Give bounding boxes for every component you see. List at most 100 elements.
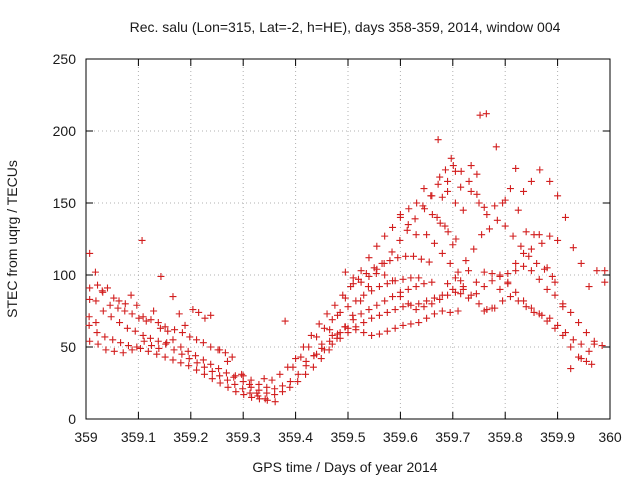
data-point [590, 340, 598, 348]
data-point [326, 326, 334, 334]
data-point [405, 205, 413, 213]
data-point [139, 313, 147, 321]
data-point [381, 232, 389, 240]
data-point [428, 278, 436, 286]
data-point [271, 385, 279, 393]
data-point [412, 306, 420, 314]
data-point [200, 370, 208, 378]
data-point [230, 373, 238, 381]
data-point [193, 336, 201, 344]
data-point [352, 297, 360, 305]
data-point [493, 216, 501, 224]
data-point [444, 187, 452, 195]
data-point [601, 267, 609, 275]
data-point [415, 274, 423, 282]
data-point [357, 278, 365, 286]
data-point [551, 291, 559, 299]
data-point [92, 319, 100, 327]
data-point [193, 359, 201, 367]
data-point [420, 185, 428, 193]
data-point [232, 388, 240, 396]
data-point [499, 297, 507, 305]
data-point [223, 376, 231, 384]
x-tick-label: 359 [74, 429, 98, 445]
x-tick-label: 359.7 [435, 429, 470, 445]
data-point [569, 244, 577, 252]
data-point [457, 290, 465, 298]
data-point [116, 319, 124, 327]
data-point [452, 235, 460, 243]
data-point [302, 370, 310, 378]
data-point [170, 346, 178, 354]
data-point [357, 267, 365, 275]
data-point [546, 177, 554, 185]
data-point [447, 154, 455, 162]
data-point [536, 166, 544, 174]
data-point [451, 274, 459, 282]
data-point [135, 314, 143, 322]
data-point [483, 211, 491, 219]
data-point [150, 307, 158, 315]
data-point [533, 259, 541, 267]
data-point [441, 222, 449, 230]
data-point [224, 383, 232, 391]
data-point [454, 307, 462, 315]
data-point [444, 280, 452, 288]
data-point [121, 307, 129, 315]
data-point [195, 308, 203, 316]
data-point [119, 349, 127, 357]
y-tick-label: 200 [53, 123, 77, 139]
data-point [551, 324, 559, 332]
data-point [344, 303, 352, 311]
data-point [391, 306, 399, 314]
data-point [231, 372, 239, 380]
data-point [103, 284, 111, 292]
data-point [276, 370, 284, 378]
data-point [107, 313, 115, 321]
data-point [110, 294, 118, 302]
data-point [383, 327, 391, 335]
data-point [506, 185, 514, 193]
data-point [294, 378, 302, 386]
data-point [588, 360, 596, 368]
data-point [140, 337, 148, 345]
data-point [436, 173, 444, 181]
data-point [373, 242, 381, 250]
data-point [403, 226, 411, 234]
data-point [436, 219, 444, 227]
data-point [154, 337, 162, 345]
data-point [349, 274, 357, 282]
data-point [360, 329, 368, 337]
data-point [110, 347, 118, 355]
data-point [155, 344, 163, 352]
data-point [444, 177, 452, 185]
data-point [396, 211, 404, 219]
data-point [171, 326, 179, 334]
data-point [144, 347, 152, 355]
data-point [169, 336, 177, 344]
data-point [136, 344, 144, 352]
data-point [404, 285, 412, 293]
data-point [512, 267, 520, 275]
chart-title: Rec. salu (Lon=315, Lat=-2, h=HE), days … [130, 19, 561, 35]
data-point [412, 283, 420, 291]
data-point [263, 383, 271, 391]
data-point [127, 291, 135, 299]
data-point [467, 187, 475, 195]
data-point [434, 180, 442, 188]
data-point [239, 372, 247, 380]
data-point [239, 385, 247, 393]
data-point [305, 343, 313, 351]
data-point [238, 370, 246, 378]
data-point [467, 162, 475, 170]
data-point [480, 307, 488, 315]
data-point [396, 236, 404, 244]
data-point [255, 395, 263, 403]
data-point [472, 278, 480, 286]
data-point [446, 308, 454, 316]
data-point [520, 187, 528, 195]
data-point [378, 259, 386, 267]
data-point [368, 314, 376, 322]
data-point [559, 331, 567, 339]
data-point [94, 281, 102, 289]
